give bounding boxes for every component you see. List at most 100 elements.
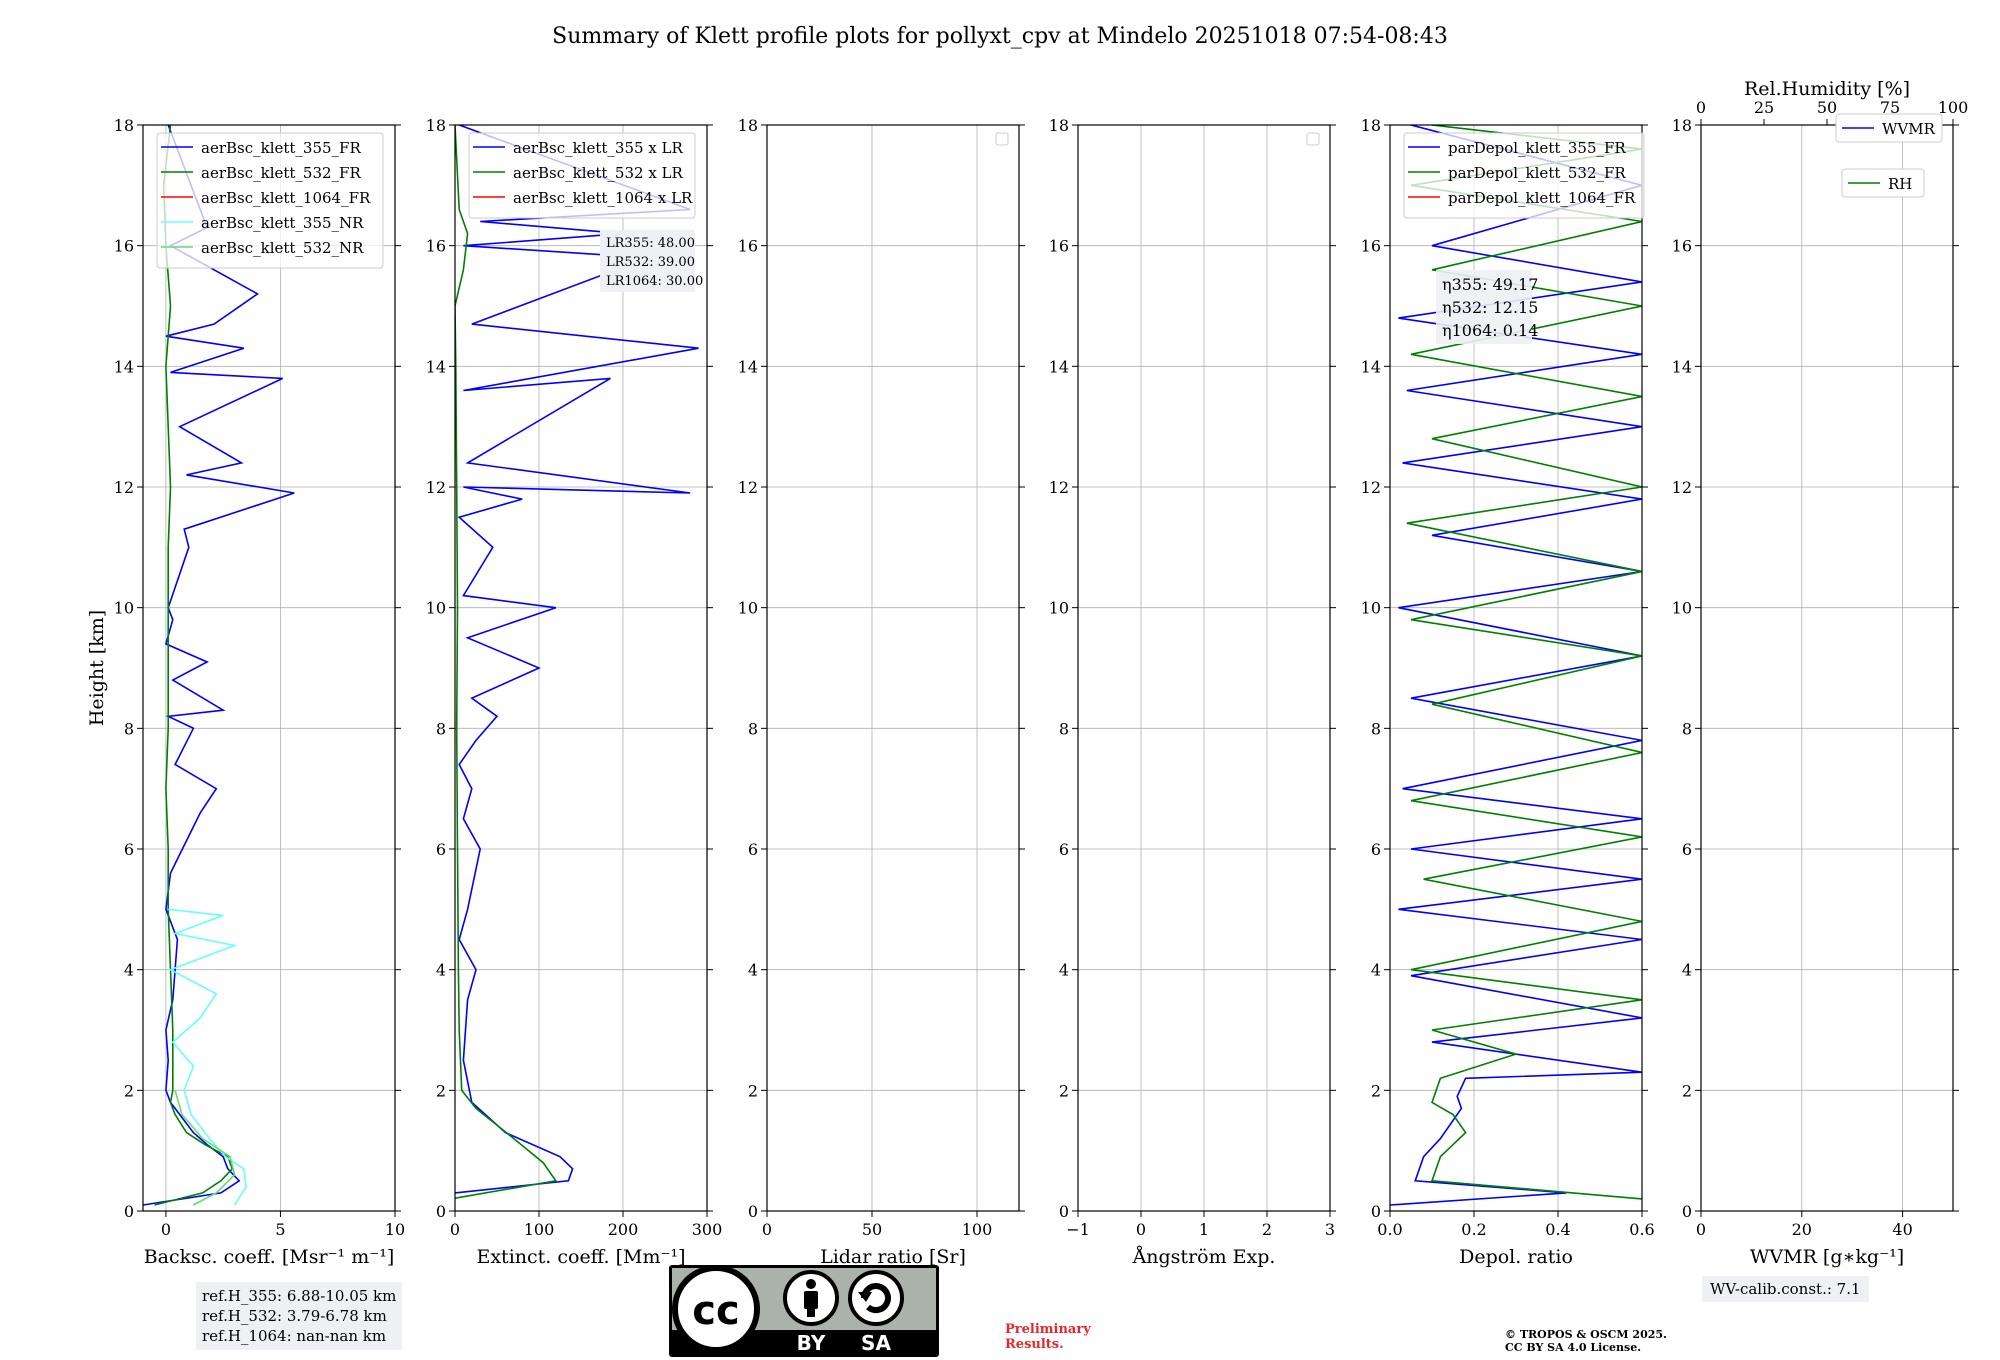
legend-entry: aerBsc_klett_355_NR — [201, 214, 364, 232]
ref-height-532: ref.H_532: 3.79-6.78 km — [202, 1307, 387, 1325]
y-tick-label: 16 — [1361, 237, 1381, 256]
y-tick-label: 10 — [426, 599, 446, 618]
panel-depol: 0 2 4 6 8 10 12 14 16 18 0.0 0.2 0.4 0.6 Depol. ratio p… — [1361, 116, 1655, 1268]
y-tick-label: 4 — [748, 961, 758, 980]
legend: WVMR RH — [1835, 113, 1943, 198]
y-tick-label: 14 — [1361, 357, 1381, 376]
panel-lidar_ratio: 0 2 4 6 8 10 12 14 16 18 0 50 100 Lidar ratio [Sr] — [738, 116, 1025, 1268]
legend-box — [1835, 113, 1943, 143]
y-tick-label: 0 — [1059, 1202, 1069, 1221]
y-tick-label: 8 — [1059, 719, 1069, 738]
x-tick-label: 5 — [275, 1220, 285, 1239]
x-tick-label: 100 — [962, 1220, 993, 1239]
y-tick-label: 6 — [1682, 840, 1692, 859]
axes-frame — [1389, 124, 1643, 1212]
panel-backscatter: 0 2 4 6 8 10 12 14 16 18 0 5 10 Backsc. coeff. [Msr⁻¹… — [86, 116, 405, 1268]
axes-frame — [142, 124, 396, 1212]
y-tick-label: 10 — [1672, 599, 1692, 618]
eta-annotation-line: η532: 12.15 — [1442, 298, 1538, 317]
legend-box — [468, 132, 696, 219]
y-tick-label: 0 — [124, 1202, 134, 1221]
x-tick-label: 0.2 — [1461, 1220, 1486, 1239]
y-tick-label: 14 — [114, 357, 134, 376]
lr-annotation-line: LR532: 39.00 — [606, 255, 695, 270]
y-axis-label: Height [km] — [86, 610, 108, 726]
y-tick-label: 10 — [1049, 599, 1069, 618]
y-tick-label: 14 — [426, 357, 446, 376]
series-parDepol_klett_355_FR — [1390, 125, 1642, 1206]
y-tick-label: 2 — [436, 1081, 446, 1100]
y-tick-label: 2 — [1682, 1081, 1692, 1100]
legend: parDepol_klett_355_FR parDepol_klett_532_… — [1403, 132, 1645, 219]
x-axis-label: Lidar ratio [Sr] — [820, 1246, 966, 1268]
cc-by-sa-badge: cc BY SA — [669, 1265, 939, 1357]
y-tick-label: 8 — [436, 719, 446, 738]
y-tick-label: 18 — [1049, 116, 1069, 135]
x2-tick-label: 50 — [1817, 98, 1837, 117]
x-tick-label: 0 — [161, 1220, 171, 1239]
y-tick-label: 16 — [114, 237, 134, 256]
series-aerBsc_klett_355 x LR — [455, 125, 699, 1194]
y-tick-label: 18 — [1361, 116, 1381, 135]
legend: aerBsc_klett_355_FR aerBsc_klett_532_FRae… — [156, 132, 384, 269]
y-tick-label: 16 — [1049, 237, 1069, 256]
reference-height-box: ref.H_355: 6.88-10.05 km ref.H_532: 3.79… — [196, 1282, 403, 1350]
empty-legend-box — [995, 132, 1009, 146]
y-tick-label: 4 — [1059, 961, 1069, 980]
x-axis-label: WVMR [g∗kg⁻¹] — [1750, 1246, 1904, 1268]
legend: aerBsc_klett_355 x LR aerBsc_klett_532 x … — [468, 132, 696, 219]
series-aerBsc_klett_355_FR — [143, 125, 295, 1206]
license-sa-label: SA — [861, 1331, 891, 1355]
y-tick-label: 10 — [738, 599, 758, 618]
y-tick-label: 4 — [124, 961, 134, 980]
y-tick-label: 14 — [738, 357, 758, 376]
lr-annotation-line: LR355: 48.00 — [606, 236, 695, 251]
axes-frame — [454, 124, 708, 1212]
x-tick-label: 0 — [1136, 1220, 1146, 1239]
x-tick-label: 50 — [862, 1220, 882, 1239]
preliminary-line-2: Results. — [1005, 1337, 1064, 1352]
x2-tick-label: 0 — [1696, 98, 1706, 117]
y-tick-label: 0 — [1682, 1202, 1692, 1221]
y-tick-label: 8 — [1371, 719, 1381, 738]
x-tick-label: 2 — [1262, 1220, 1272, 1239]
y-tick-label: 10 — [1361, 599, 1381, 618]
x-tick-label: 0 — [762, 1220, 772, 1239]
y-tick-label: 4 — [1371, 961, 1381, 980]
y-tick-label: 0 — [1371, 1202, 1381, 1221]
y-tick-label: 8 — [748, 719, 758, 738]
sa-share-icon — [848, 1270, 904, 1326]
y-tick-label: 16 — [738, 237, 758, 256]
preliminary-note: Preliminary Results. — [1005, 1322, 1091, 1352]
x2-tick-label: 75 — [1880, 98, 1900, 117]
y-tick-label: 0 — [748, 1202, 758, 1221]
legend-entry: aerBsc_klett_355_FR — [201, 139, 361, 157]
series-aerBsc_klett_532_NR — [174, 1090, 236, 1206]
y-tick-label: 6 — [1371, 840, 1381, 859]
series-aerBsc_klett_532 x LR — [455, 125, 558, 1199]
eta-annotation-box — [1436, 270, 1532, 344]
y-tick-label: 12 — [1672, 478, 1692, 497]
y-tick-label: 12 — [114, 478, 134, 497]
y-tick-label: 18 — [1672, 116, 1692, 135]
copyright-line-1: © TROPOS & OSCM 2025. — [1505, 1328, 1667, 1341]
x-tick-label: 0 — [450, 1220, 460, 1239]
y-tick-label: 4 — [436, 961, 446, 980]
preliminary-line-1: Preliminary — [1005, 1322, 1091, 1337]
x-tick-label: 10 — [385, 1220, 405, 1239]
legend-entry: aerBsc_klett_1064_FR — [201, 189, 371, 207]
legend-entry: WVMR — [1882, 120, 1936, 138]
lr-annotation-line: LR1064: 30.00 — [606, 274, 703, 289]
legend-box — [1841, 168, 1925, 198]
empty-legend-box — [1306, 132, 1320, 146]
series-aerBsc_klett_355_NR — [168, 908, 247, 1206]
y-tick-label: 2 — [124, 1081, 134, 1100]
license-by-label: BY — [797, 1331, 826, 1355]
x-tick-label: 40 — [1892, 1220, 1912, 1239]
y-tick-label: 6 — [1059, 840, 1069, 859]
y-tick-label: 12 — [738, 478, 758, 497]
legend-entry: aerBsc_klett_532_FR — [201, 164, 361, 182]
y-tick-label: 12 — [426, 478, 446, 497]
legend-entry: RH — [1888, 175, 1912, 193]
